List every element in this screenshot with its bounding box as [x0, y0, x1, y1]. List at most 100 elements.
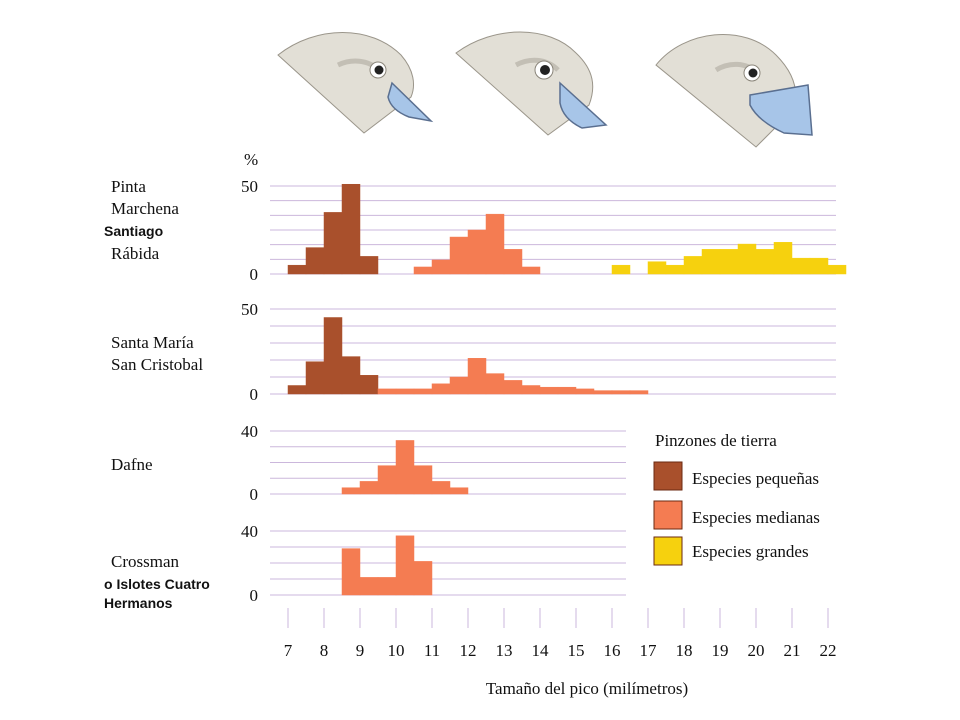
bar-small — [305, 361, 325, 395]
bar-medium — [395, 535, 415, 596]
bar-medium — [395, 440, 415, 495]
island-label: Crossman — [111, 552, 180, 571]
bar-medium — [377, 465, 397, 495]
island-label: Dafne — [111, 455, 153, 474]
bar-medium — [431, 383, 451, 395]
bar-large — [683, 256, 703, 275]
bar-medium — [449, 376, 469, 395]
bar-large — [647, 261, 667, 275]
bar-medium — [629, 390, 649, 395]
bar-medium — [377, 577, 397, 596]
island-label: Santa María — [111, 333, 194, 352]
island-labels: Pinta Marchena Santiago Rábida Santa María Sa… — [104, 177, 210, 611]
bar-large — [791, 257, 811, 275]
bar-large — [809, 257, 829, 275]
medium-beak-finch-head-icon — [455, 31, 608, 136]
bar-large — [701, 249, 721, 275]
bar-medium — [593, 390, 613, 395]
x-tick-label: 22 — [820, 641, 837, 660]
bar-medium — [467, 229, 487, 275]
bar-medium — [521, 385, 541, 395]
x-tick-label: 19 — [712, 641, 729, 660]
bar-medium — [575, 388, 595, 395]
x-tick-label: 9 — [356, 641, 365, 660]
legend-swatch-large — [653, 536, 683, 566]
bar-small — [287, 385, 307, 395]
bar-large — [665, 264, 685, 275]
bar-medium — [503, 249, 523, 275]
bar-small — [341, 183, 361, 275]
bar-large — [755, 249, 775, 275]
bar-medium — [485, 213, 505, 275]
bar-medium — [449, 236, 469, 275]
x-tick-label: 18 — [676, 641, 693, 660]
legend-label-large: Especies grandes — [692, 542, 809, 561]
bar-medium — [449, 487, 469, 495]
bar-small — [359, 375, 379, 395]
bar-medium — [557, 386, 577, 395]
x-tick-label: 10 — [388, 641, 405, 660]
x-tick-label: 17 — [640, 641, 658, 660]
legend-swatch-small — [653, 461, 683, 491]
percent-symbol: % — [244, 150, 258, 169]
y-tick-label: 0 — [250, 586, 259, 605]
legend-label-small: Especies pequeñas — [692, 469, 819, 488]
y-tick-labels: 0 50 0 50 0 40 0 40 — [241, 177, 258, 605]
bar-medium — [341, 548, 361, 596]
island-label: o Islotes Cuatro — [104, 576, 210, 592]
y-tick-label: 50 — [241, 300, 258, 319]
legend-label-medium: Especies medianas — [692, 508, 820, 527]
bar-medium — [467, 358, 487, 395]
bar-large — [611, 264, 631, 275]
island-label: Pinta — [111, 177, 146, 196]
bar-medium — [413, 465, 433, 495]
bar-medium — [413, 561, 433, 596]
bar-large — [737, 243, 757, 275]
bar-small — [323, 317, 343, 395]
bar-medium — [485, 373, 505, 395]
bar-small — [359, 256, 379, 275]
bar-small — [323, 212, 343, 275]
x-axis-label: Tamaño del pico (milímetros) — [486, 679, 688, 698]
x-tick-label: 14 — [532, 641, 550, 660]
bar-medium — [431, 259, 451, 275]
island-label: Santiago — [104, 223, 163, 239]
bar-medium — [359, 481, 379, 495]
x-tick-label: 12 — [460, 641, 477, 660]
legend-title: Pinzones de tierra — [655, 431, 777, 450]
large-beak-finch-head-icon — [655, 34, 813, 148]
bar-medium — [503, 380, 523, 395]
bar-small — [287, 264, 307, 275]
bar-medium — [539, 386, 559, 395]
x-tick-label: 16 — [604, 641, 621, 660]
y-tick-label: 40 — [241, 522, 258, 541]
bar-medium — [611, 390, 631, 395]
island-label: Hermanos — [104, 595, 173, 611]
legend: Pinzones de tierra Especies pequeñas Esp… — [626, 418, 838, 594]
bar-large — [773, 242, 793, 275]
bar-large — [719, 249, 739, 275]
y-tick-label: 50 — [241, 177, 258, 196]
bar-small — [341, 356, 361, 395]
x-tick-label: 7 — [284, 641, 293, 660]
y-tick-label: 40 — [241, 422, 258, 441]
bar-medium — [413, 266, 433, 275]
bar-medium — [413, 388, 433, 395]
island-label: Marchena — [111, 199, 179, 218]
bar-medium — [377, 388, 397, 395]
bar-medium — [431, 481, 451, 495]
histogram-bars — [287, 183, 847, 596]
y-tick-label: 0 — [250, 485, 259, 504]
finch-heads — [277, 31, 813, 148]
bar-medium — [521, 266, 541, 275]
x-tick-label: 13 — [496, 641, 513, 660]
bar-small — [305, 247, 325, 275]
island-label: Rábida — [111, 244, 160, 263]
bar-large — [827, 264, 847, 275]
x-tick-label: 8 — [320, 641, 329, 660]
legend-swatch-medium — [653, 500, 683, 530]
x-axis: 7 8 9 10 11 12 13 14 15 16 17 18 19 20 21 22 — [284, 608, 837, 660]
bar-medium — [359, 577, 379, 596]
island-label: San Cristobal — [111, 355, 203, 374]
x-tick-label: 11 — [424, 641, 440, 660]
